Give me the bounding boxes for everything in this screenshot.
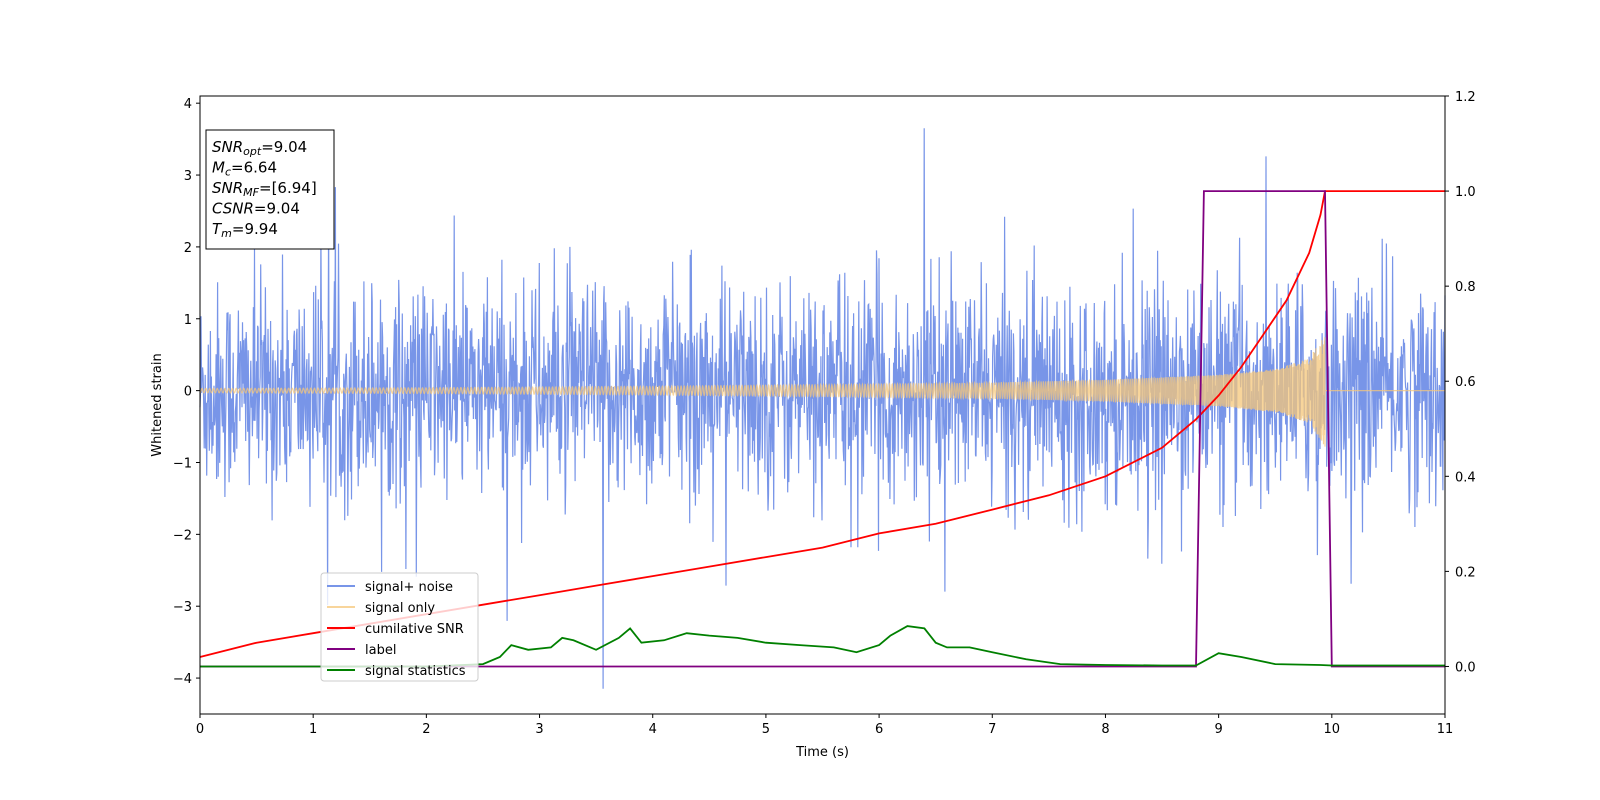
y-tick-label: −2	[173, 528, 192, 543]
x-tick-label: 8	[1101, 722, 1109, 737]
info-box: SNRopt=9.04 Mc=6.64 SNRMF=[6.94] CSNR=9.…	[205, 129, 335, 250]
info-box-frame	[205, 129, 335, 250]
series-signal-statistics-line	[200, 625, 1445, 668]
info-tm: Tm=9.94	[212, 220, 278, 240]
legend-label-label: label	[365, 643, 396, 658]
x-tick-label: 10	[1324, 722, 1341, 737]
series-signal-noise-line	[199, 128, 1446, 689]
info-snr-mf: SNRMF=[6.94]	[212, 179, 317, 199]
x-tick-label: 9	[1214, 722, 1222, 737]
legend-label-signal-only: signal only	[365, 601, 435, 616]
plot-frame	[199, 95, 1446, 715]
y2-tick-label: 0.2	[1455, 565, 1476, 580]
axes-layer: 0 1 2 3 4 5 6 7 8 9 10 11 −4 −3 −2 −1 0 1 2 3 4 0.0 0.2 0.4 0.6 0…	[173, 90, 1476, 737]
y-tick-label: −4	[173, 672, 192, 687]
x-tick-label: 3	[535, 722, 543, 737]
y2-tick-label: 0.4	[1455, 470, 1476, 485]
x-tick-label: 2	[422, 722, 430, 737]
info-mc: Mc=6.64	[212, 159, 277, 179]
x-tick-label: 0	[196, 722, 204, 737]
y-tick-label: 0	[184, 385, 192, 400]
x-tick-label: 1	[309, 722, 317, 737]
y2-tick-label: 0.0	[1455, 660, 1476, 675]
y-tick-label: 3	[184, 169, 192, 184]
legend-label-signal-statistics: signal statistics	[365, 664, 466, 679]
series-signal-only-line	[199, 337, 1445, 447]
info-csnr: CSNR=9.04	[212, 200, 300, 218]
y-tick-label: 4	[184, 97, 192, 112]
info-snr-opt: SNRopt=9.04	[212, 138, 307, 158]
y-tick-label: 1	[184, 313, 192, 328]
y-axis-label: Whitened strain	[150, 353, 165, 456]
legend-items: signal+ noise signal only cumilative SNR la…	[327, 580, 466, 679]
x-tick-label: 4	[649, 722, 657, 737]
y-tick-label: 2	[184, 241, 192, 256]
legend-label-signal-noise: signal+ noise	[365, 580, 453, 595]
x-tick-label: 11	[1437, 722, 1454, 737]
x-tick-label: 6	[875, 722, 883, 737]
y2-tick-label: 1.0	[1455, 185, 1476, 200]
series-label-line	[200, 190, 1445, 668]
y-tick-label: −3	[173, 600, 192, 615]
y-tick-label: −1	[173, 456, 192, 471]
y2-tick-label: 0.6	[1455, 375, 1476, 390]
x-axis-label: Time (s)	[795, 745, 849, 760]
legend-label-cumilative-snr: cumilative SNR	[365, 622, 464, 637]
x-tick-label: 5	[762, 722, 770, 737]
legend-frame	[320, 572, 479, 682]
legend: signal+ noise signal only cumilative SNR la…	[320, 572, 479, 682]
x-tick-label: 7	[988, 722, 996, 737]
y2-tick-label: 0.8	[1455, 280, 1476, 295]
y2-tick-label: 1.2	[1455, 90, 1476, 105]
